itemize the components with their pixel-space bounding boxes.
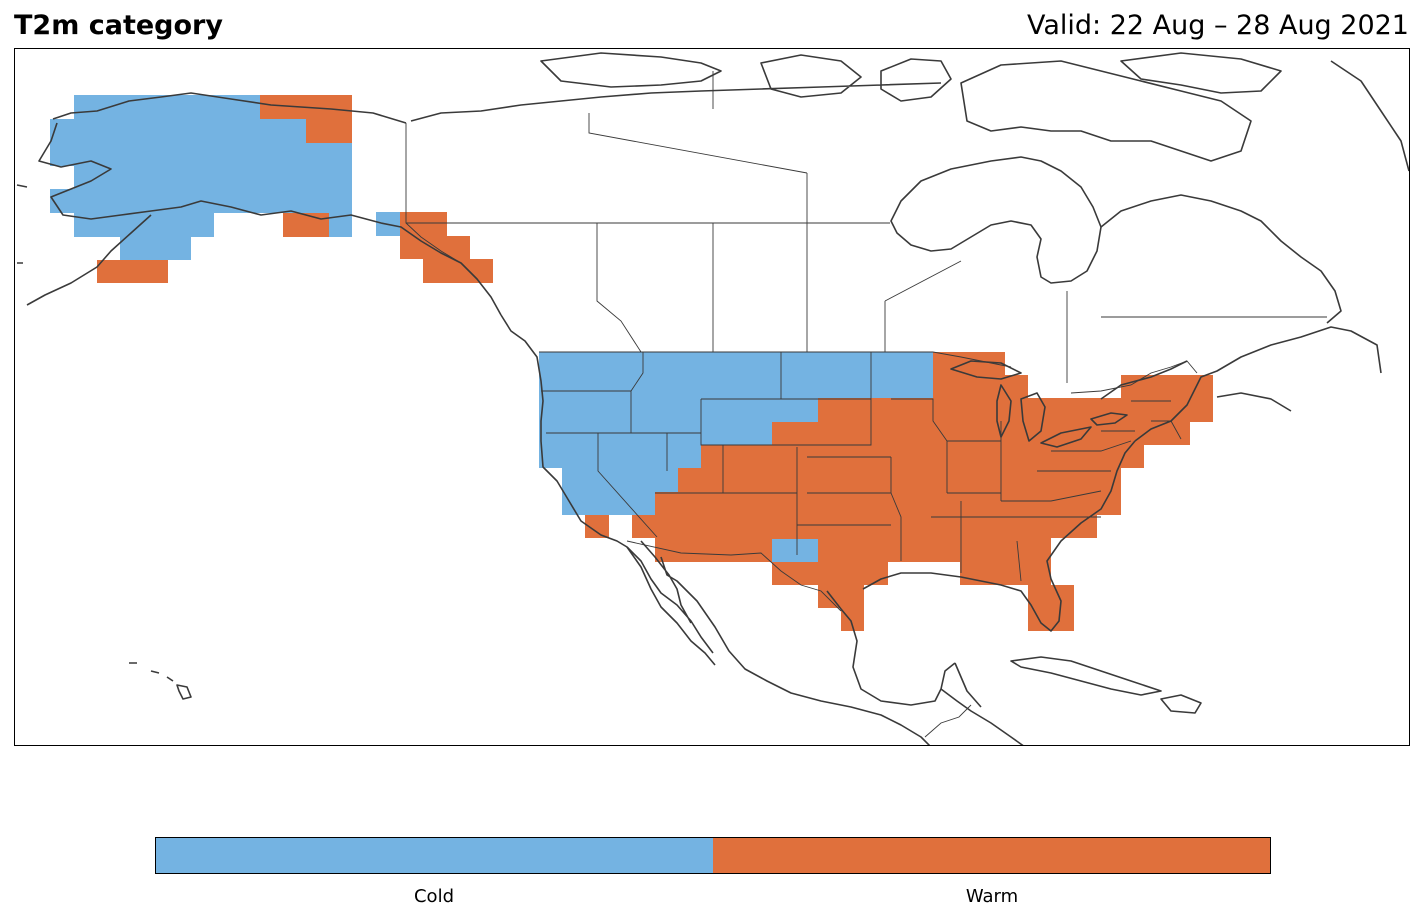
- warm-region-aleutian: [97, 260, 168, 283]
- coast-hawaii: [129, 662, 192, 700]
- legend-colorbar: [155, 837, 1271, 874]
- coast-atlantic: [1100, 326, 1382, 442]
- map-title: T2m category: [14, 10, 223, 41]
- legend-swatch-warm: [713, 838, 1270, 873]
- legend-swatch-cold: [156, 838, 713, 873]
- warm-cells: [97, 95, 1213, 631]
- border-alaska-canada: [405, 123, 462, 264]
- political-borders: [405, 71, 1327, 738]
- border-central-america: [924, 704, 972, 738]
- coast-hudson-bay: [890, 156, 1102, 284]
- coast-pacific: [500, 314, 931, 745]
- coast-hispaniola: [1160, 694, 1202, 714]
- legend-label-cold: Cold: [413, 886, 455, 907]
- warm-region-bc-coast: [400, 212, 493, 283]
- warm-region-alaska-north: [260, 95, 352, 143]
- cold-region-alaska: [50, 95, 352, 260]
- map-panel: [14, 48, 1410, 746]
- border-us-canada: [539, 351, 1198, 394]
- warm-cell-socal-1: [585, 515, 609, 538]
- coast-arctic-islands: [410, 52, 1409, 172]
- warm-region-central-east-us: [655, 352, 1213, 631]
- coast-gulf: [826, 440, 1136, 706]
- warm-cell-socal-2: [632, 515, 655, 538]
- coast-baja: [626, 546, 716, 666]
- forecast-map: [16, 52, 1409, 745]
- border-us-mexico: [626, 540, 842, 612]
- border-canada-provinces: [406, 71, 1327, 383]
- cold-cell-nm-tx: [772, 539, 818, 562]
- coast-alaska: [16, 92, 502, 316]
- legend-label-warm: Warm: [965, 886, 1019, 907]
- warm-cell-alaska-south: [283, 213, 329, 237]
- border-us-states: [541, 352, 1182, 582]
- valid-period: Valid: 22 Aug – 28 Aug 2021: [1026, 10, 1409, 41]
- coast-central-america: [940, 662, 1024, 745]
- coast-cuba: [1010, 656, 1162, 696]
- coast-labrador: [1100, 194, 1342, 324]
